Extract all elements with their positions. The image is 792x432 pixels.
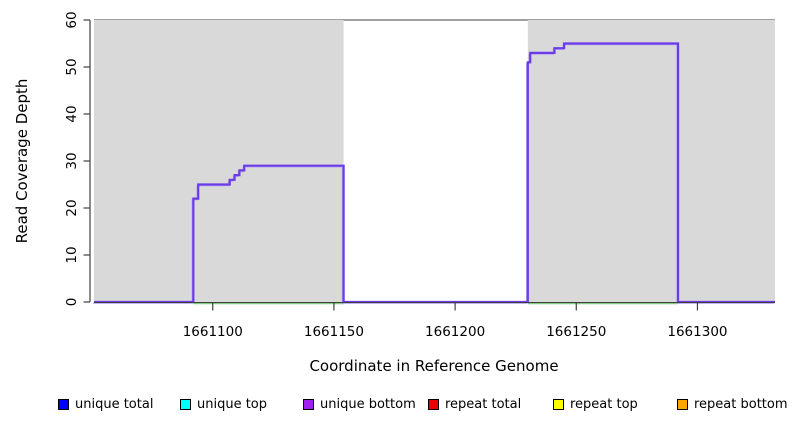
plot-background-layer xyxy=(94,19,775,302)
x-tick-label: 1661250 xyxy=(546,324,606,340)
series-halo-unique-bottom xyxy=(92,44,774,304)
y-tick-label: 30 xyxy=(64,152,80,169)
y-tick-label: 60 xyxy=(64,11,80,28)
x-tick-label: 1661100 xyxy=(183,324,243,340)
coverage-plot: 1661100 1661150 1661200 1661250 1661300 0 10 20… xyxy=(13,11,775,375)
x-tick-label: 1661200 xyxy=(425,324,485,340)
legend: unique total unique top unique bottom repea… xyxy=(0,395,792,419)
legend-label: unique total xyxy=(75,397,154,412)
legend-label: repeat bottom xyxy=(694,397,788,412)
y-tick-label: 20 xyxy=(64,199,80,216)
legend-label: unique bottom xyxy=(320,397,416,412)
y-tick-label: 0 xyxy=(64,298,80,307)
legend-swatch-unique-total xyxy=(58,399,69,410)
legend-label: repeat top xyxy=(570,397,638,412)
y-tick-label: 40 xyxy=(64,105,80,122)
series-line-unique-bottom xyxy=(94,42,775,304)
y-tick-label: 50 xyxy=(64,58,80,75)
x-tick-label: 1661300 xyxy=(667,324,727,340)
legend-label: unique top xyxy=(197,397,268,412)
x-axis-title: Coordinate in Reference Genome xyxy=(309,357,558,375)
y-axis-title: Read Coverage Depth xyxy=(13,79,31,244)
legend-swatch-repeat-bottom xyxy=(677,399,688,410)
series-layer xyxy=(92,42,775,305)
x-tick-label: 1661150 xyxy=(304,324,364,340)
legend-label: repeat total xyxy=(445,397,522,412)
legend-swatch-repeat-top xyxy=(553,399,564,410)
legend-swatch-unique-top xyxy=(180,399,191,410)
axes-layer: 1661100 1661150 1661200 1661250 1661300 0 10 20… xyxy=(64,11,775,340)
legend-swatch-unique-bottom xyxy=(303,399,314,410)
shaded-region-2 xyxy=(527,20,775,302)
shaded-region-1 xyxy=(94,20,344,302)
legend-swatch-repeat-total xyxy=(428,399,439,410)
y-tick-label: 10 xyxy=(64,246,80,263)
